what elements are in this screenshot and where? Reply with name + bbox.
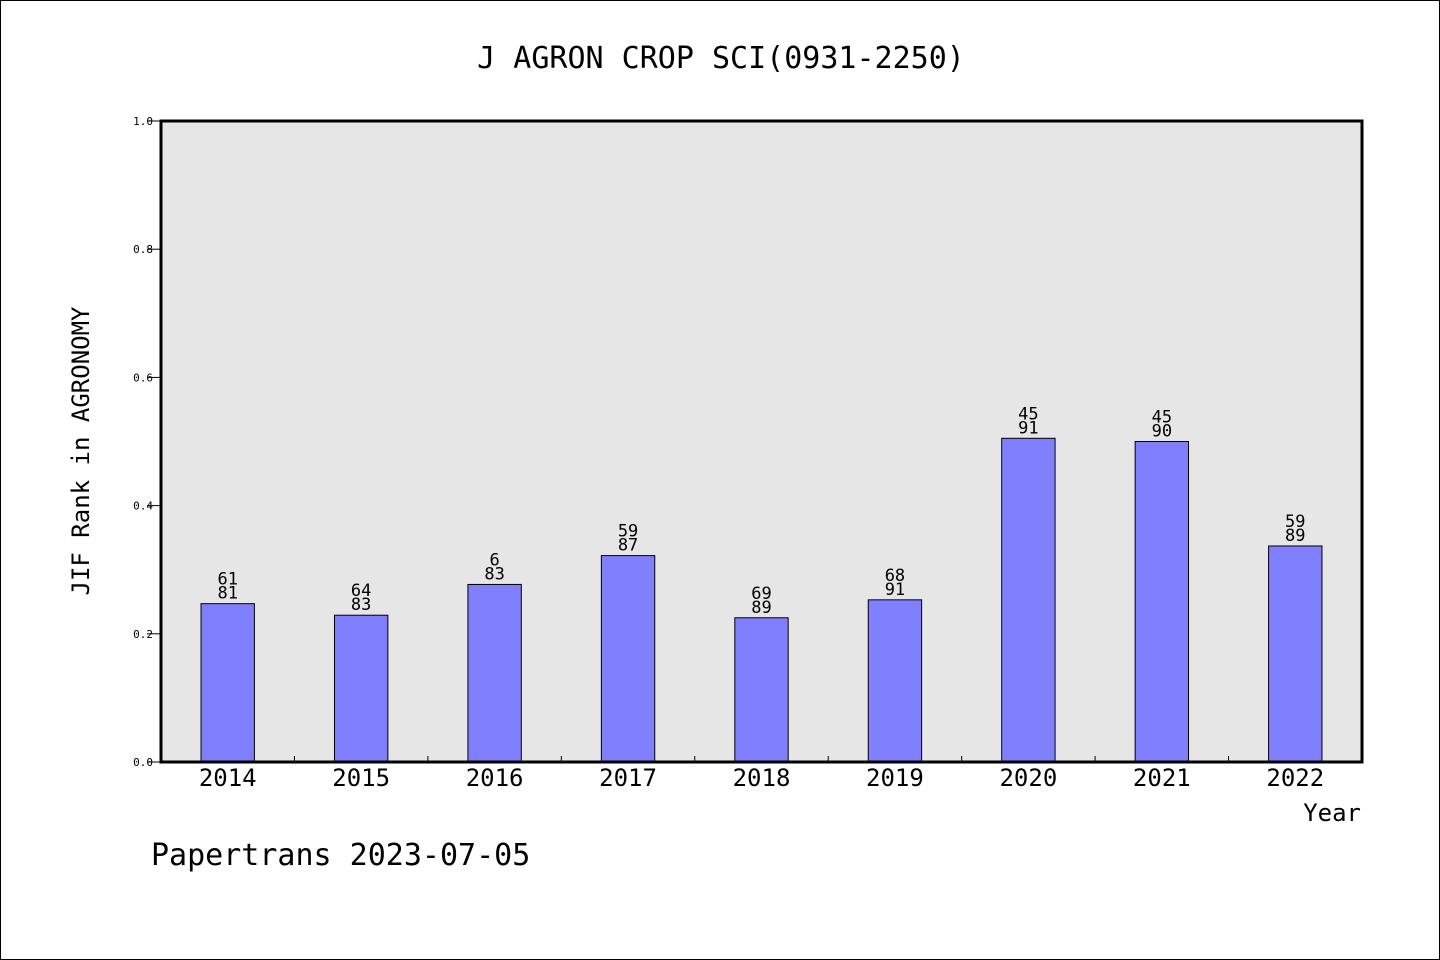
bar-2021	[1134, 441, 1190, 763]
plot-border	[159, 119, 1364, 764]
x-tick-label: 2016	[466, 764, 524, 792]
bar-rank-label: 68	[885, 566, 905, 586]
x-tick-label: 2017	[599, 764, 657, 792]
bar-total-label: 83	[351, 595, 371, 615]
y-tick-label: 0.4	[133, 500, 153, 513]
bar-rank-label: 45	[1018, 404, 1038, 424]
bar-total-label: 91	[885, 580, 905, 600]
bar-2017	[600, 555, 656, 763]
bar-rank-label: 59	[618, 522, 638, 542]
bar-total-label: 89	[751, 598, 771, 618]
bar-2014	[200, 603, 255, 763]
y-tick-label: 0.0	[133, 756, 153, 769]
x-tick-label: 2018	[733, 764, 791, 792]
y-tick-label: 0.6	[133, 371, 153, 384]
y-axis-label: JIF Rank in AGRONOMY	[67, 306, 95, 596]
footer-text: Papertrans 2023-07-05	[151, 838, 530, 873]
x-tick-label: 2020	[999, 764, 1057, 792]
bar-rank-label: 6	[489, 550, 499, 570]
x-tick-label: 2019	[866, 764, 924, 792]
bar-2022	[1268, 545, 1323, 763]
bar-rank-label: 69	[751, 584, 771, 604]
bar-rank-label: 61	[217, 570, 237, 590]
x-tick-label: 2015	[332, 764, 390, 792]
x-tick-label: 2014	[199, 764, 257, 792]
y-tick-label: 0.8	[133, 243, 153, 256]
x-tick-label: 2021	[1133, 764, 1191, 792]
bar-rank-label: 59	[1285, 512, 1305, 532]
bar-2018	[734, 617, 789, 763]
bar-rank-label: 64	[351, 581, 371, 601]
bar-2016	[467, 583, 522, 763]
bar-2019	[867, 599, 923, 763]
bar-total-label: 91	[1018, 418, 1038, 438]
bar-total-label: 87	[618, 536, 638, 556]
ticks-group: 0.0 0.2 0.4 0.6 0.8 1.0 2014 2015 2016 2017 2018 20…	[133, 115, 1324, 792]
bar-2015	[333, 614, 389, 763]
bar-total-label: 89	[1285, 526, 1305, 546]
y-tick-label: 0.2	[133, 628, 153, 641]
bar-total-label: 81	[217, 584, 237, 604]
x-tick-label: 2022	[1266, 764, 1324, 792]
chart-title: J AGRON CROP SCI(0931-2250)	[477, 41, 965, 76]
bar-rank-label: 45	[1152, 408, 1172, 428]
bar-total-label: 90	[1152, 422, 1172, 442]
y-tick-label: 1.0	[133, 115, 153, 128]
bar-total-label: 83	[484, 564, 504, 584]
bar-2020	[1001, 437, 1056, 763]
x-axis-label: Year	[1303, 799, 1361, 827]
